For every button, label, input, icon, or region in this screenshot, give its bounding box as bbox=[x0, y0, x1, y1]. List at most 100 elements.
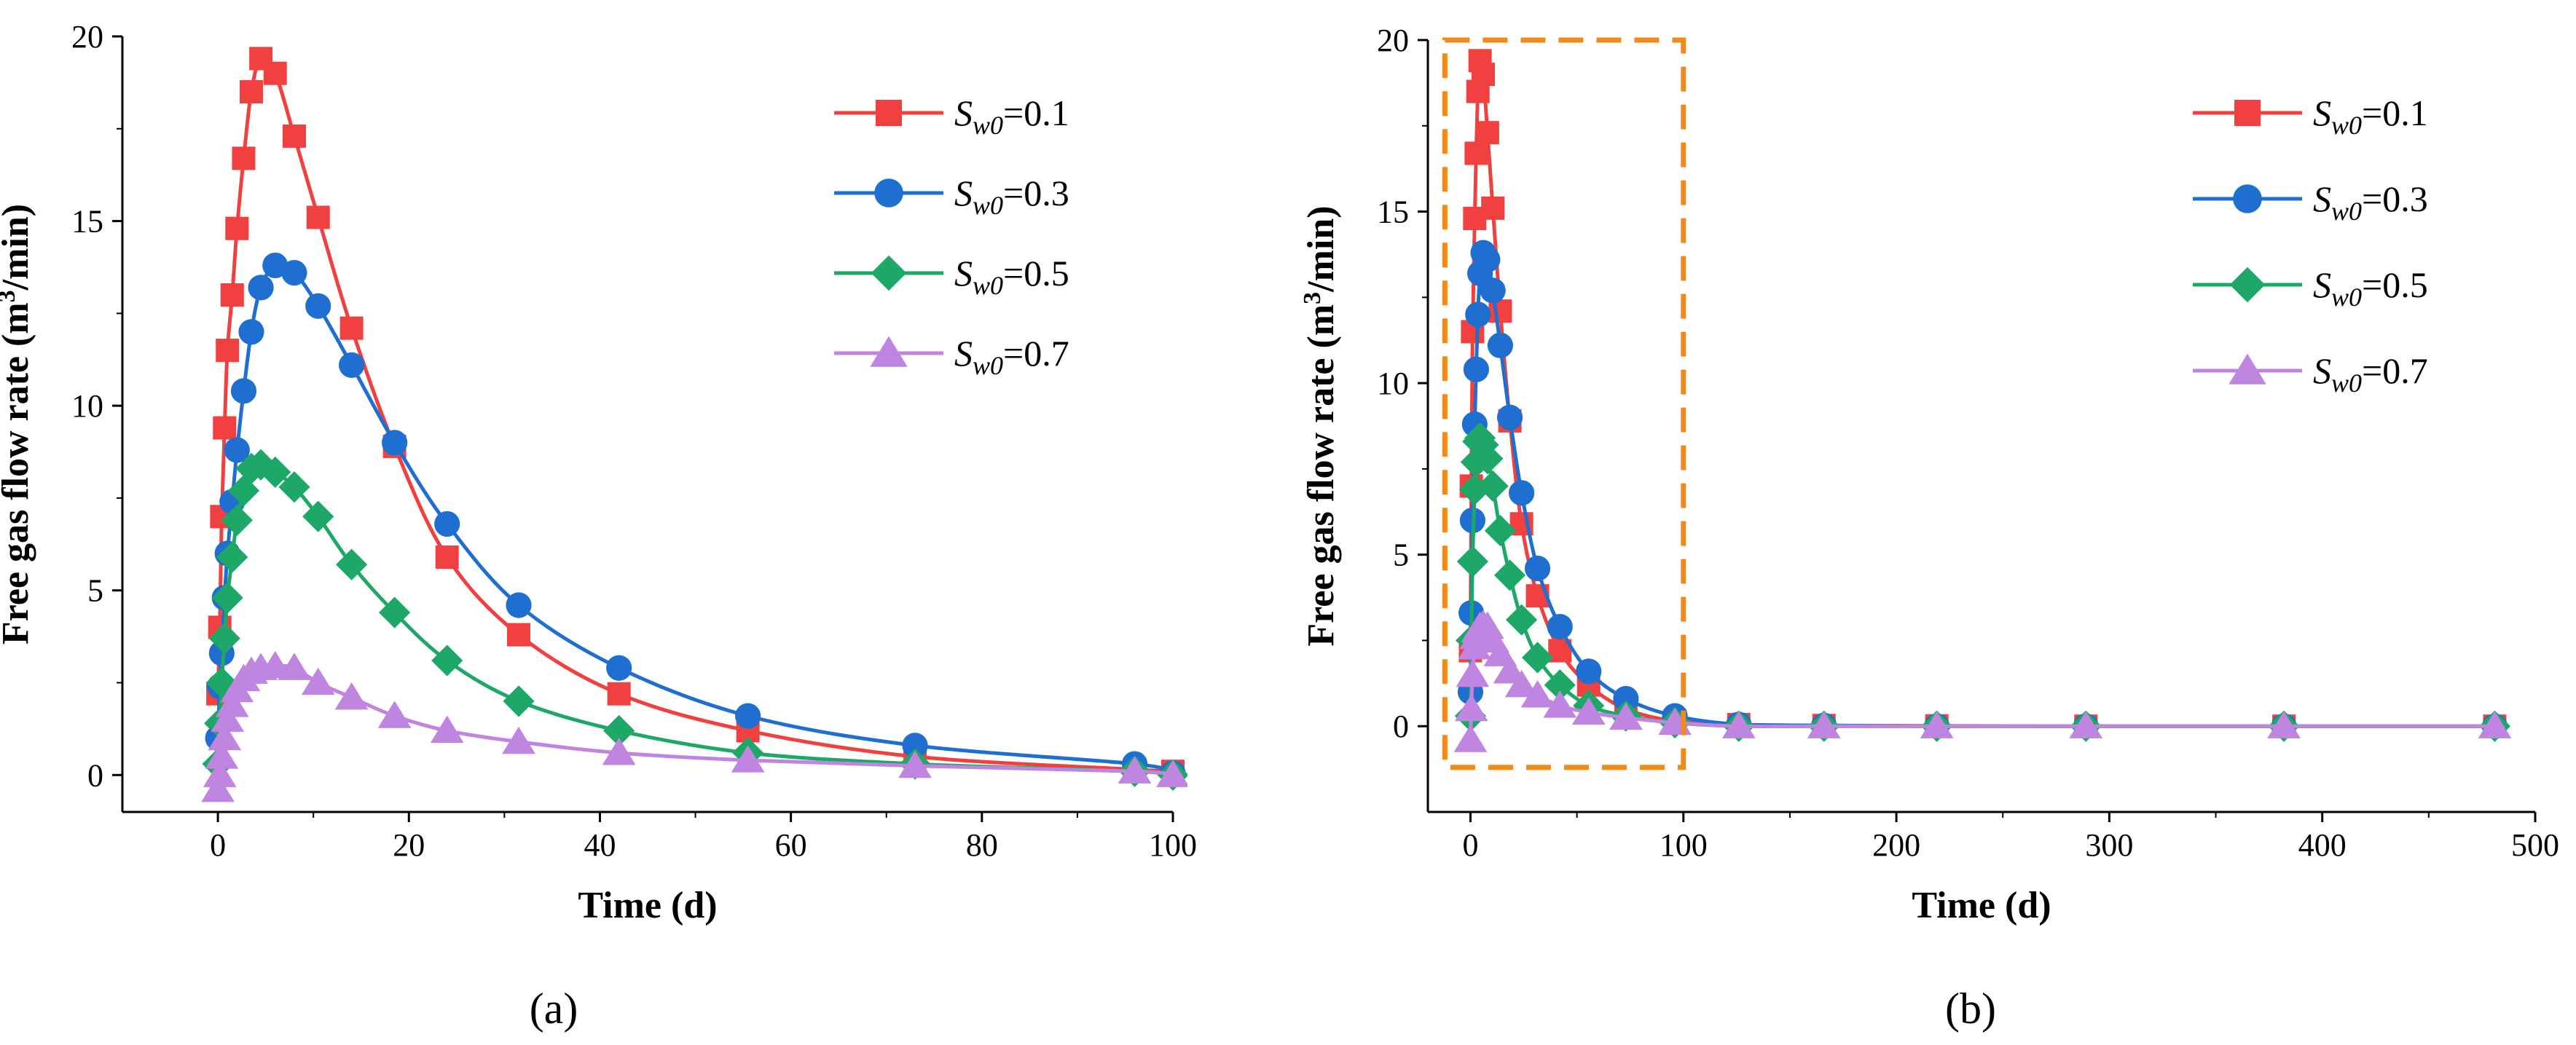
panel-a-point-s4 bbox=[1156, 760, 1187, 787]
panel-a-point-s2 bbox=[230, 378, 257, 404]
panel-a-ytick-label: 15 bbox=[71, 204, 103, 240]
panel-a-point-s3 bbox=[302, 500, 334, 532]
panel-b-point-s1 bbox=[1464, 141, 1488, 165]
panel-a-point-s4 bbox=[731, 745, 765, 773]
panel-b-point-s4 bbox=[2069, 711, 2103, 738]
panel-a-point-s3 bbox=[216, 541, 248, 573]
panel-a-point-s4 bbox=[208, 722, 242, 751]
panel-a-point-s3 bbox=[603, 714, 635, 747]
panel-b-data bbox=[1453, 49, 2512, 752]
caption-a: (a) bbox=[530, 985, 578, 1033]
panel-a-legend-label-4: Sw0=0.7 bbox=[954, 333, 1069, 380]
panel-a-legend-label-2: Sw0=0.3 bbox=[954, 173, 1069, 220]
panel-a: 0 20 40 60 80 100 0 5 10 15 20 Time (d) Free gas flo… bbox=[0, 19, 1197, 926]
panel-a-point-s3 bbox=[278, 471, 310, 503]
panel-a-point-s4 bbox=[201, 774, 235, 803]
panel-a-point-s1 bbox=[220, 283, 244, 307]
panel-b-point-s2 bbox=[1474, 246, 1501, 273]
panel-a-point-s3 bbox=[227, 475, 260, 507]
panel-b-xtick-label: 200 bbox=[1872, 827, 1920, 863]
panel-b-point-s4 bbox=[2267, 711, 2301, 738]
panel-b-point-s4 bbox=[1504, 669, 1539, 698]
panel-b-point-s1 bbox=[1472, 63, 1495, 87]
panel-b-point-s1 bbox=[1481, 196, 1505, 220]
panel-a-xtick-label: 100 bbox=[1149, 827, 1197, 863]
panel-a-legend-marker-2 bbox=[874, 178, 903, 208]
panel-a-point-s2 bbox=[224, 437, 250, 463]
panel-a-point-s3 bbox=[379, 596, 411, 628]
panel-b-point-s2 bbox=[1487, 332, 1513, 358]
panel-b-point-s1 bbox=[1475, 121, 1499, 145]
panel-a-xtick-label: 20 bbox=[393, 827, 425, 863]
panel-b-point-s4 bbox=[1456, 659, 1490, 687]
panel-b-point-s3 bbox=[1477, 470, 1509, 502]
panel-b-point-s3 bbox=[1484, 515, 1516, 547]
panel-a-point-s1 bbox=[607, 682, 631, 706]
panel-b-point-s2 bbox=[1576, 658, 1602, 685]
panel-a-ytick-label: 5 bbox=[87, 573, 103, 609]
panel-a-point-s3 bbox=[431, 644, 463, 677]
panel-a-point-s2 bbox=[902, 733, 928, 759]
panel-a-point-s1 bbox=[507, 623, 531, 647]
panel-a-point-s1 bbox=[263, 61, 287, 85]
panel-b-point-s4 bbox=[1520, 680, 1555, 708]
panel-b: 0 100 200 300 400 500 0 5 10 15 20 Time (d) Free gas… bbox=[1299, 23, 2559, 926]
panel-a-ytick-label: 20 bbox=[71, 19, 103, 55]
panel-a-xlabel: Time (d) bbox=[578, 885, 717, 926]
panel-b-legend-label-4: Sw0=0.7 bbox=[2313, 350, 2428, 398]
panel-b-legend-marker-2 bbox=[2233, 184, 2262, 213]
panel-a-ytick-label: 10 bbox=[71, 388, 103, 424]
panel-a-data bbox=[201, 47, 1187, 803]
panel-a-point-s2 bbox=[238, 319, 264, 345]
panel-a-point-s1 bbox=[225, 216, 249, 240]
panel-b-point-s4 bbox=[1807, 711, 1841, 738]
panel-b-ylabel: Free gas flow rate (m3/min) bbox=[1299, 205, 1342, 646]
panel-b-point-s3 bbox=[1472, 443, 1504, 475]
panel-b-point-s4 bbox=[1453, 725, 1488, 752]
panel-b-point-s2 bbox=[1465, 301, 1491, 328]
panel-b-point-s2 bbox=[1480, 277, 1506, 304]
panel-b-legend-marker-3 bbox=[2229, 267, 2266, 303]
panel-a-point-s4 bbox=[502, 726, 535, 754]
panel-b-point-s1 bbox=[1488, 299, 1512, 323]
panel-b-ytick-label: 5 bbox=[1393, 537, 1409, 573]
panel-a-legend-marker-3 bbox=[871, 255, 907, 291]
panel-b-legend-label-1: Sw0=0.1 bbox=[2313, 92, 2428, 140]
panel-b-ytick-label: 0 bbox=[1393, 709, 1409, 744]
panel-b-point-s3 bbox=[1506, 604, 1538, 636]
panel-a-point-s3 bbox=[336, 548, 368, 580]
panel-a-ytick-label: 0 bbox=[87, 757, 103, 793]
panel-a-point-s1 bbox=[213, 416, 237, 440]
panel-a-point-s4 bbox=[602, 738, 636, 765]
panel-a-point-s2 bbox=[735, 703, 761, 729]
panel-b-point-s4 bbox=[1454, 693, 1488, 722]
panel-a-point-s1 bbox=[282, 124, 306, 148]
panel-b-point-s2 bbox=[1496, 404, 1523, 430]
panel-a-point-s3 bbox=[205, 666, 237, 699]
panel-b-point-s2 bbox=[1463, 356, 1489, 382]
panel-b-xtick-label: 0 bbox=[1462, 827, 1478, 863]
panel-b-ytick-label: 10 bbox=[1377, 366, 1409, 401]
panel-b-legend-label-2: Sw0=0.3 bbox=[2313, 178, 2428, 226]
panel-a-point-s2 bbox=[305, 293, 331, 319]
panel-a-point-s3 bbox=[259, 456, 291, 489]
panel-a-point-s1 bbox=[216, 339, 240, 363]
panel-a-point-s2 bbox=[339, 352, 365, 378]
panel-a-point-s1 bbox=[306, 205, 330, 229]
panel-b-xtick-label: 300 bbox=[2085, 827, 2133, 863]
panel-a-series-line-4 bbox=[216, 663, 1174, 790]
panel-a-legend-label-1: Sw0=0.1 bbox=[954, 92, 1069, 140]
panel-b-xtick-label: 400 bbox=[2298, 827, 2347, 863]
panel-a-point-s4 bbox=[278, 652, 311, 680]
panel-a-point-s4 bbox=[430, 715, 464, 744]
panel-b-legend-marker-4 bbox=[2229, 353, 2266, 385]
panel-a-point-s1 bbox=[339, 316, 364, 340]
panel-a-point-s2 bbox=[281, 259, 307, 286]
panel-b-point-s4 bbox=[1920, 711, 1954, 738]
panel-a-point-s4 bbox=[215, 690, 249, 717]
panel-b-xtick-label: 100 bbox=[1660, 827, 1708, 863]
panel-b-point-s4 bbox=[1721, 711, 1756, 738]
panel-a-xtick-label: 0 bbox=[210, 827, 226, 863]
panel-b-legend-marker-1 bbox=[2234, 100, 2261, 126]
